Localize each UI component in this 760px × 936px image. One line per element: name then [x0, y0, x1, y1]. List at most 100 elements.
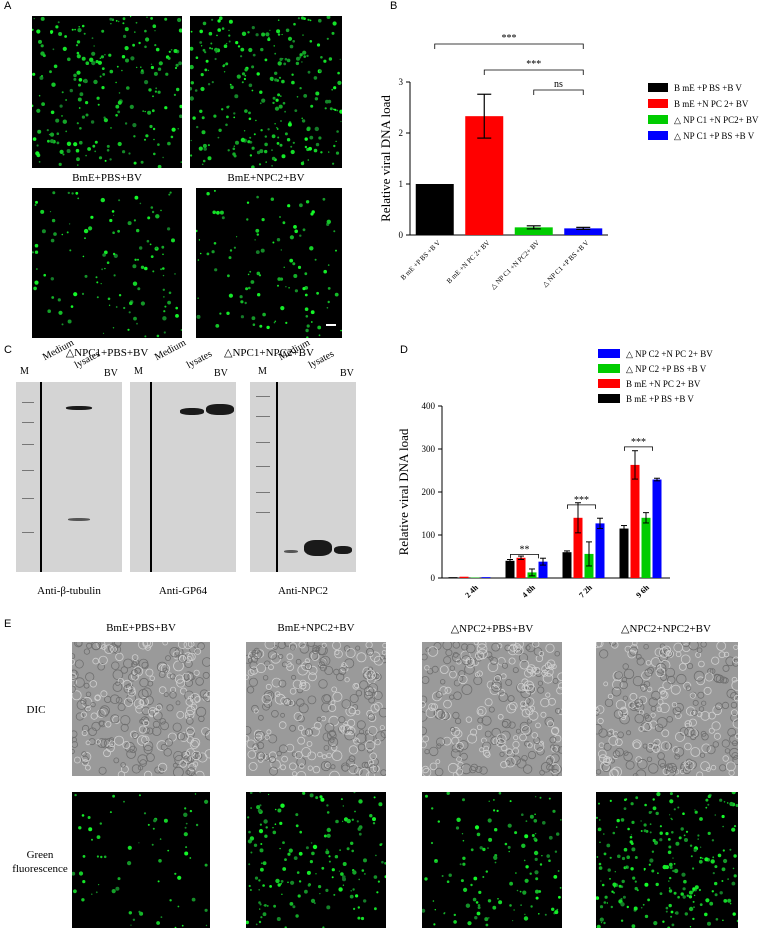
chart-b-viral-dna-load: 0 1 2 3 Relative viral DNA load B mE +P BS +B…: [380, 33, 759, 291]
micrograph-npc1-npc2-bv: [196, 188, 342, 338]
legend-swatch: [598, 349, 620, 358]
row-label-dic: DIC: [26, 704, 46, 716]
y-tick-label: 400: [422, 401, 436, 411]
scale-bar: [326, 324, 336, 326]
dic-image-npc2-npc2-bv: [596, 642, 738, 776]
legend-label: △ NP C1 +P BS +B V: [674, 131, 755, 141]
x-tick-label: △ NP C1 +P BS +B V: [541, 239, 591, 289]
bar: [562, 552, 572, 578]
panel-e-letter: E: [4, 618, 12, 630]
caption-a-1: BmE+PBS+BV: [72, 172, 142, 184]
x-tick-label: 7 2h: [577, 583, 594, 600]
antibody-label-gp64: Anti-GP64: [158, 585, 208, 597]
x-tick-label: 4 8h: [520, 583, 537, 600]
legend-swatch: [598, 394, 620, 403]
dic-image-bme-npc2-bv: [246, 642, 386, 776]
blot-divider: [40, 382, 42, 572]
green-fluorescence-bme-pbs-bv: [72, 792, 210, 928]
column-title-4: △NPC2+NPC2+BV: [621, 623, 711, 635]
legend-swatch: [648, 83, 668, 92]
bar: [415, 184, 454, 235]
blot-divider: [150, 382, 152, 572]
x-tick-label: △ NP C1 +N PC2+ BV: [489, 239, 541, 291]
bar: [573, 517, 583, 578]
micrograph-npc1-pbs-bv: [32, 188, 182, 338]
blot1-lane-m: M: [20, 366, 29, 377]
green-fluorescence-bme-npc2-bv: [246, 792, 386, 928]
western-blot-gp64: [130, 382, 236, 572]
band-tubulin-lysates: [66, 406, 92, 410]
bar: [516, 557, 526, 578]
legend-swatch: [648, 131, 668, 140]
x-tick-label: B mE +N PC 2+ BV: [445, 239, 492, 286]
bar: [448, 577, 458, 578]
chart-d-viral-dna-load-time: 0 100 200 300 400 Relative viral DNA load 2 4h…: [396, 349, 713, 600]
micrograph-bme-pbs-bv: [32, 16, 182, 168]
significance-bracket: [567, 504, 596, 509]
legend-swatch: [598, 364, 620, 373]
antibody-label-npc2: Anti-NPC2: [277, 585, 329, 597]
column-title-3: △NPC2+PBS+BV: [450, 623, 534, 635]
band-gp64-lysates: [180, 408, 204, 415]
band-gp64-bv: [206, 404, 234, 415]
blot2-lane-bv: BV: [214, 368, 228, 379]
significance-bracket: [624, 446, 653, 451]
significance-bracket: [533, 89, 584, 95]
legend-swatch: [598, 379, 620, 388]
caption-a-4: △NPC1+NPC2+BV: [224, 347, 314, 359]
band-tubulin-lower: [68, 518, 90, 521]
western-blot-tubulin: [16, 382, 122, 572]
legend-swatch: [648, 115, 668, 124]
bar: [630, 464, 640, 578]
significance-label: ***: [631, 437, 646, 448]
legend-label: △ NP C2 +P BS +B V: [626, 364, 707, 374]
legend-label: B mE +N PC 2+ BV: [626, 379, 701, 389]
blot1-lane-bv: BV: [104, 368, 118, 379]
panel-b-letter: B: [390, 0, 398, 12]
band-npc2-bv: [334, 546, 352, 554]
bar: [619, 528, 629, 578]
bar: [652, 479, 662, 578]
y-axis-label: Relative viral DNA load: [380, 95, 393, 222]
significance-bracket: [510, 553, 539, 559]
y-tick-label: 2: [399, 128, 404, 138]
legend-label: △ NP C2 +N PC 2+ BV: [626, 349, 713, 359]
bar: [505, 560, 515, 578]
bar: [595, 523, 605, 578]
significance-bracket: [434, 43, 584, 49]
western-blot-npc2: [250, 382, 356, 572]
bar: [564, 228, 603, 235]
panel-c-letter: C: [4, 344, 12, 356]
bar: [459, 576, 469, 578]
significance-bracket: [483, 69, 584, 75]
column-title-1: BmE+PBS+BV: [106, 622, 176, 634]
blot3-lane-m: M: [258, 366, 267, 377]
y-tick-label: 3: [399, 77, 404, 87]
x-tick-label: 2 4h: [463, 583, 480, 600]
band-npc2-lysates: [304, 540, 332, 556]
dic-image-npc2-pbs-bv: [422, 642, 562, 776]
y-tick-label: 0: [399, 230, 404, 240]
bar: [481, 577, 491, 578]
dic-image-bme-pbs-bv: [72, 642, 210, 776]
bar: [641, 517, 651, 578]
green-fluorescence-npc2-npc2-bv: [596, 792, 738, 928]
bar: [514, 227, 553, 235]
significance-label: **: [520, 544, 530, 555]
panel-a-letter: A: [4, 0, 12, 12]
x-tick-label: 9 6h: [634, 583, 651, 600]
legend-label: B mE +P BS +B V: [626, 394, 694, 404]
column-title-2: BmE+NPC2+BV: [277, 622, 355, 634]
band-npc2-medium: [284, 550, 298, 553]
bar: [538, 561, 548, 578]
y-tick-label: 1: [399, 179, 404, 189]
y-axis-label: Relative viral DNA load: [396, 428, 411, 555]
legend-label: B mE +N PC 2+ BV: [674, 99, 749, 109]
x-tick-label: B mE +P BS +B V: [399, 239, 442, 282]
legend-label: △ NP C1 +N PC2+ BV: [674, 115, 759, 125]
significance-label: ***: [526, 59, 541, 70]
antibody-label-tubulin: Anti-β-tubulin: [37, 585, 101, 597]
caption-a-2: BmE+NPC2+BV: [227, 172, 305, 184]
significance-label: ***: [574, 495, 589, 506]
caption-a-3: △NPC1+PBS+BV: [65, 347, 149, 359]
